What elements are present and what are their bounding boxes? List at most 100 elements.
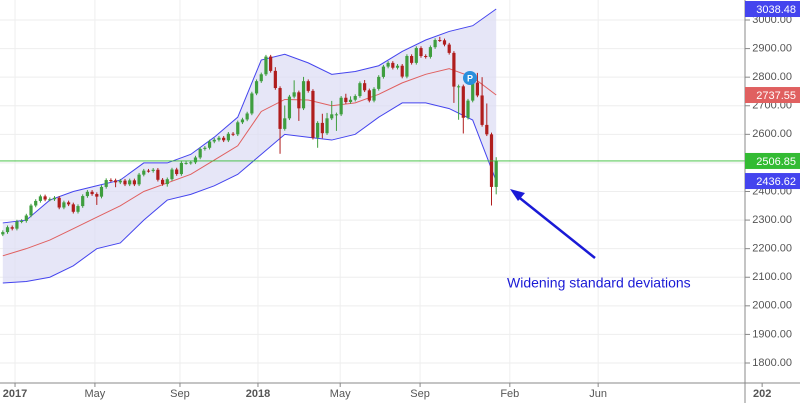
candle-body	[90, 191, 94, 195]
candle-body	[165, 179, 169, 185]
candle-body	[358, 83, 362, 97]
candle-body	[372, 88, 376, 101]
candle-body	[43, 196, 47, 200]
candle-body	[363, 83, 367, 91]
plot	[0, 8, 745, 284]
candle-body	[109, 180, 113, 182]
candle-body	[428, 47, 433, 57]
x-tick-label: 2018	[246, 388, 270, 400]
candle-body	[34, 200, 38, 206]
candle-body	[367, 90, 371, 101]
candle-body	[334, 114, 339, 116]
candle-body	[466, 100, 470, 118]
candle-body	[142, 170, 146, 175]
candle-body	[325, 118, 329, 134]
candle-body	[442, 40, 447, 45]
price-tag	[745, 173, 800, 190]
candle-body	[494, 160, 498, 187]
candle-body	[38, 196, 43, 201]
candle-body	[189, 162, 193, 164]
price-tag	[745, 1, 800, 18]
y-tick-label: 2000.00	[752, 300, 792, 312]
candle-body	[95, 194, 99, 197]
candle-body	[175, 169, 179, 175]
candle-body	[316, 122, 320, 138]
candle-body	[24, 215, 28, 221]
y-tick-label: 2300.00	[752, 214, 792, 226]
candle-body	[292, 92, 296, 97]
candle-body	[81, 196, 85, 207]
axes: 1800.00 1900.00 2000.00 2100.00 2200.00 2300.…	[3, 1, 800, 400]
candle-body	[386, 62, 390, 67]
candle-body	[410, 56, 414, 63]
price-tag	[745, 152, 800, 169]
candle-body	[287, 96, 292, 119]
candle-body	[104, 180, 108, 187]
x-tick-label: Sep	[170, 388, 190, 400]
candle-body	[236, 122, 240, 135]
candle-body	[76, 206, 80, 212]
candle-body	[15, 221, 19, 229]
candle-body	[99, 186, 104, 197]
candle-body	[264, 56, 268, 75]
candle-body	[377, 76, 381, 89]
candle-body	[217, 137, 221, 140]
x-tick-label: Sep	[410, 388, 430, 400]
y-tick-label: 2900.00	[752, 42, 792, 54]
candle-body	[405, 56, 409, 77]
candle-body	[85, 191, 89, 197]
x-tick-label: May	[330, 388, 351, 400]
candle-body	[170, 169, 174, 180]
candle-body	[395, 65, 400, 68]
band-upper	[2, 8, 497, 224]
candle-body	[179, 162, 183, 175]
candle-body	[193, 157, 198, 163]
candle-body	[259, 74, 263, 82]
candle-body	[447, 44, 451, 53]
x-tick-label: May	[85, 388, 106, 400]
band-middle	[2, 68, 497, 257]
y-tick-label: 2800.00	[752, 71, 792, 83]
candle-body	[306, 81, 310, 91]
candle-body	[278, 88, 282, 129]
band-area	[2, 9, 497, 283]
candle-body	[231, 133, 235, 135]
candle-body	[203, 147, 207, 149]
candle-body	[10, 227, 14, 229]
candle-body	[222, 137, 226, 141]
marker-badge	[463, 71, 477, 85]
candle-body	[250, 93, 254, 114]
candle-body	[212, 139, 216, 142]
price-tag	[745, 87, 800, 104]
candle-body	[433, 40, 437, 48]
candle-body	[198, 148, 202, 158]
candle-body	[269, 56, 273, 71]
candle-body	[113, 180, 118, 183]
candle-body	[348, 99, 353, 103]
candle-body	[29, 205, 33, 216]
candle-body	[414, 48, 418, 63]
candle-body	[1, 232, 5, 235]
candle-body	[480, 95, 484, 125]
candle-body	[438, 40, 442, 42]
candle-body	[273, 70, 277, 89]
price-tag-label: 2737.55	[756, 90, 796, 102]
marker-label: P	[467, 73, 473, 83]
candle-body	[471, 82, 475, 101]
price-tag-label: 2506.85	[756, 156, 796, 168]
candle-body	[391, 62, 395, 68]
candle-body	[160, 179, 165, 185]
candle-body	[137, 174, 141, 185]
candle-body	[207, 141, 212, 148]
candle-body	[457, 86, 461, 88]
price-tag-label: 2436.62	[756, 176, 796, 188]
y-tick-label: 2600.00	[752, 128, 792, 140]
annotation-arrowhead	[510, 189, 525, 201]
candle-body	[320, 122, 324, 134]
candle-body	[311, 90, 315, 138]
candle-body	[67, 202, 71, 205]
candle-body	[132, 180, 136, 185]
candle-body	[52, 197, 57, 200]
band-lower	[2, 102, 497, 284]
